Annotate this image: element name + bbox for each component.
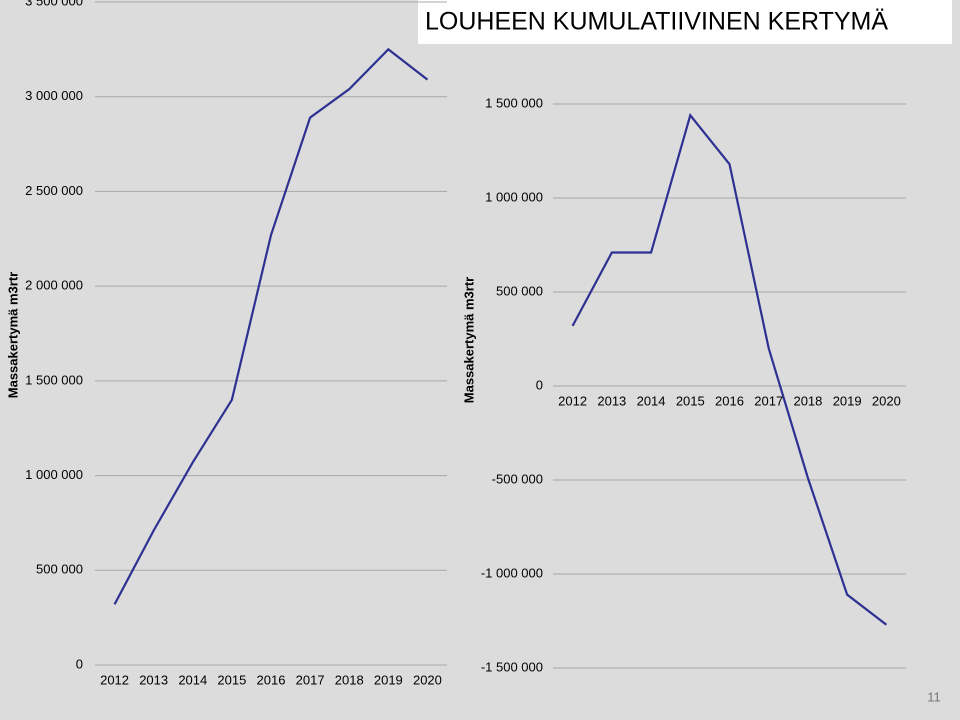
y-tick-label: 0 [76,656,83,671]
data-line [113,47,429,605]
y-axis-label: Massakertymä m3rtr [5,272,20,398]
data-line [571,112,888,626]
x-tick-label: 2016 [715,393,744,408]
x-tick-label: 2013 [139,672,168,687]
y-tick-label: 2 500 000 [25,183,83,198]
x-tick-label: 2019 [833,393,862,408]
slide-title: LOUHEEN KUMULATIIVINEN KERTYMÄ [425,8,888,36]
y-axis-label: Massakertymä m3rtr [461,277,476,403]
x-tick-label: 2020 [413,672,442,687]
y-tick-label: 1 000 000 [25,467,83,482]
y-tick-label: -500 000 [492,471,543,486]
x-tick-label: 2014 [178,672,207,687]
x-tick-label: 2015 [676,393,705,408]
y-tick-label: 1 500 000 [485,95,543,110]
y-tick-label: -1 000 000 [481,565,543,580]
x-tick-label: 2012 [100,672,129,687]
x-tick-label: 2014 [637,393,666,408]
x-tick-label: 2012 [558,393,587,408]
y-tick-label: 0 [536,377,543,392]
page-number: 11 [927,689,941,704]
y-tick-label: 1 500 000 [25,372,83,387]
y-tick-label: 3 500 000 [25,0,83,8]
y-tick-label: 500 000 [496,283,543,298]
y-tick-label: 2 000 000 [25,278,83,293]
x-tick-label: 2017 [754,393,783,408]
x-tick-label: 2019 [374,672,403,687]
x-tick-label: 2020 [872,393,901,408]
y-tick-label: 500 000 [36,562,83,577]
x-tick-label: 2016 [257,672,286,687]
y-tick-label: 3 000 000 [25,88,83,103]
y-tick-label: 1 000 000 [485,189,543,204]
y-tick-label: -1 500 000 [481,659,543,674]
x-tick-label: 2015 [217,672,246,687]
x-tick-label: 2013 [597,393,626,408]
title-box [418,0,952,44]
x-tick-label: 2018 [335,672,364,687]
x-tick-label: 2017 [296,672,325,687]
x-tick-label: 2018 [793,393,822,408]
